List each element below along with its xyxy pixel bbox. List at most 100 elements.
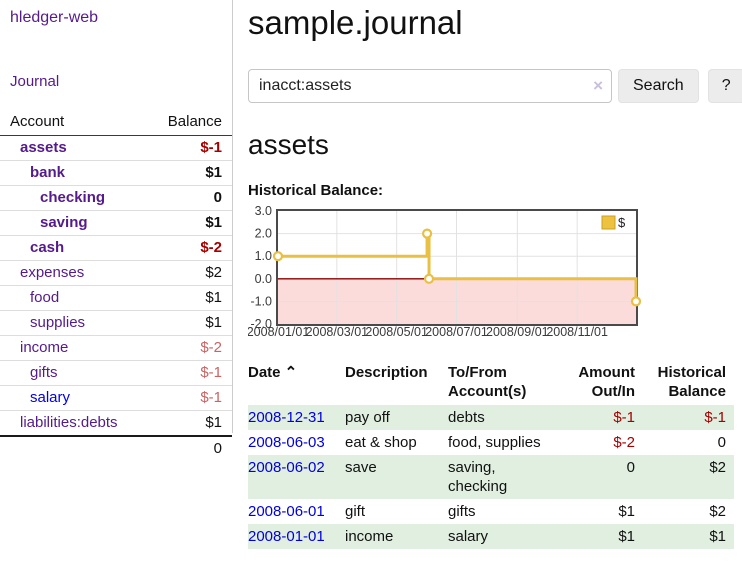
account-link-supplies[interactable]: supplies [30,314,86,331]
data-point-marker [423,273,435,284]
column-header: Description [345,364,428,381]
help-button[interactable]: ? [707,69,742,103]
transaction-amount: $-2 [613,434,635,451]
data-point-marker [630,296,642,307]
account-row: bank $1 [0,160,232,185]
page-title: sample.journal [248,4,463,41]
account-row: saving $1 [0,210,232,235]
account-link-assets[interactable]: assets [20,139,67,156]
transaction-balance: 0 [717,434,726,451]
column-header: Amount Out/In [578,364,635,400]
transaction-row: 2008-01-01 income salary $1 $1 [248,524,734,549]
search-button[interactable]: Search [618,69,699,103]
accounts-header: Account Balance [0,111,232,136]
x-tick-label: 2008/07/01 [425,325,488,339]
sidebar: hledger-web Journal Account Balance asse… [0,0,233,457]
transaction-description: gift [345,503,366,520]
transaction-accounts: debts [448,409,485,426]
transaction-balance: $1 [709,528,726,545]
account-balance: $-2 [200,239,222,256]
app-title[interactable]: hledger-web [10,9,99,26]
y-tick-label: 1.0 [255,249,272,263]
transaction-date-link[interactable]: 2008-06-02 [248,459,325,476]
account-link-gifts[interactable]: gifts [30,364,58,381]
transactions-header-row: Date ⌃ Description To/From Account(s) Amoun… [248,361,734,405]
x-tick-label: 2008/11/01 [546,325,608,339]
data-point-marker [272,251,284,262]
account-row: gifts $-1 [0,360,232,385]
transaction-row: 2008-06-01 gift gifts $1 $2 [248,499,734,524]
transaction-row: 2008-12-31 pay off debts $-1 $-1 [248,405,734,430]
transaction-date-link[interactable]: 2008-06-03 [248,434,325,451]
account-balance: $-1 [200,389,222,406]
transaction-balance: $2 [709,503,726,520]
account-row: supplies $1 [0,310,232,335]
account-balance: $-2 [200,339,222,356]
account-balance: $1 [205,289,222,306]
transaction-accounts: gifts [448,503,476,520]
account-balance: $1 [205,164,222,181]
account-row: assets $-1 [0,136,232,160]
legend-label: $ [618,215,626,230]
account-link-bank[interactable]: bank [30,164,66,181]
sort-ascending-icon: ⌃ [280,364,298,381]
account-row: liabilities:debts $1 [0,410,232,435]
clear-search-icon[interactable]: × [593,76,603,95]
column-header[interactable]: Date ⌃ [248,364,298,381]
main-content: sample.journal × Search ? assets Histori… [233,0,742,549]
transaction-row: 2008-06-02 save saving, checking 0 $2 [248,455,734,499]
account-link-saving[interactable]: saving [40,214,88,231]
transaction-balance: $-1 [704,409,726,426]
search-bar: × Search ? [248,69,742,103]
transaction-date-link[interactable]: 2008-12-31 [248,409,325,426]
account-balance: $-1 [200,139,222,156]
accounts-total: 0 [0,435,232,460]
transaction-balance: $2 [709,459,726,476]
historical-balance-chart: $3.0 2.0 1.0 0.0 -1.0 -2.0 2008/01/01 2008/03/0… [247,204,737,350]
data-point-marker [421,228,433,239]
y-tick-label: 3.0 [255,205,272,218]
x-tick-label: 2008/03/01 [306,325,369,339]
y-tick-label: 0.0 [255,272,272,286]
account-link-income[interactable]: income [20,339,69,356]
accounts-header-account: Account [10,113,65,130]
account-link-salary[interactable]: salary [30,389,71,406]
transaction-date-link[interactable]: 2008-06-01 [248,503,325,520]
account-heading: assets [248,129,329,160]
account-link-checking[interactable]: checking [40,189,106,206]
account-balance: $2 [205,264,222,281]
account-row: expenses $2 [0,260,232,285]
account-link-liabilities-debts[interactable]: liabilities:debts [20,414,118,431]
account-balance: $-1 [200,364,222,381]
transaction-amount: $-1 [613,409,635,426]
account-link-cash[interactable]: cash [30,239,65,256]
legend-swatch [601,215,616,230]
search-input[interactable] [248,69,612,103]
x-tick-label: 2008/01/01 [248,325,309,339]
account-row: checking 0 [0,185,232,210]
account-row: food $1 [0,285,232,310]
y-tick-label: 2.0 [255,227,272,241]
account-row: salary $-1 [0,385,232,410]
transaction-description: eat & shop [345,434,417,451]
account-balance: $1 [205,414,222,431]
y-tick-label: -2.0 [250,317,272,331]
nav-journal-link[interactable]: Journal [10,73,60,90]
account-link-expenses[interactable]: expenses [20,264,85,281]
transaction-description: pay off [345,409,390,426]
account-row: cash $-2 [0,235,232,260]
x-tick-label: 2008/09/01 [486,325,549,339]
account-balance: 0 [213,189,222,206]
account-link-food[interactable]: food [30,289,60,306]
transaction-amount: 0 [626,459,635,476]
transaction-description: save [345,459,377,476]
account-balance: $1 [205,214,222,231]
transaction-description: income [345,528,394,545]
transaction-amount: $1 [618,528,635,545]
plot-border [276,209,638,326]
transaction-accounts: saving, checking [448,459,508,495]
transaction-accounts: food, supplies [448,434,541,451]
transactions-table: Date ⌃ Description To/From Account(s) Amoun… [248,361,734,549]
y-tick-label: -1.0 [250,294,272,308]
transaction-date-link[interactable]: 2008-01-01 [248,528,325,545]
